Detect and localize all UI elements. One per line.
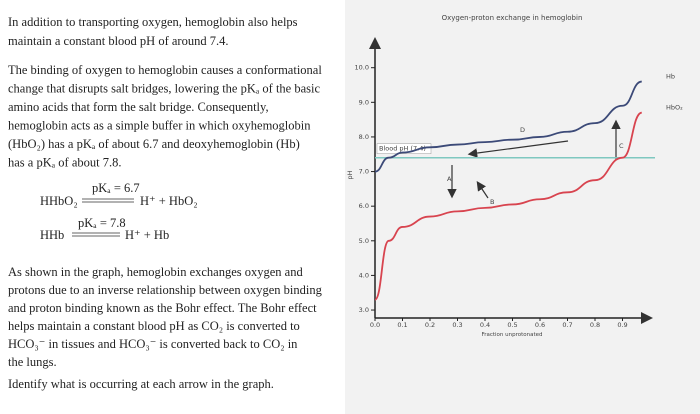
equation-condition: pKₐ = 6.7	[92, 181, 140, 195]
x-tick-label: 0.6	[535, 321, 545, 329]
intro-line: In addition to transporting oxygen, hemo…	[8, 15, 298, 29]
x-tick-label: 0.9	[617, 321, 627, 329]
curve	[374, 111, 643, 301]
arrow-label: B	[490, 198, 494, 206]
x-tick-label: 0.4	[480, 321, 490, 329]
paragraph-line: protons due to an inverse relationship b…	[8, 283, 323, 297]
figure-background	[345, 0, 700, 414]
paragraph-line: HCO₃⁻ in tissues and HCO₃⁻ is converted …	[8, 337, 298, 351]
reference-label: Blood pH (7.4)	[379, 145, 426, 153]
equation-right: H⁺ + HbO₂	[140, 194, 198, 208]
y-tick-label: 8.0	[359, 133, 369, 141]
paragraph-line: and proton binding known as the Bohr eff…	[8, 301, 317, 315]
y-axis-label: pH	[346, 170, 354, 179]
x-tick-label: 0.8	[590, 321, 600, 329]
paragraph-line: As shown in the graph, hemoglobin exchan…	[8, 265, 303, 279]
y-tick-label: 5.0	[359, 237, 369, 245]
y-tick-label: 6.0	[359, 202, 369, 210]
y-tick-label: 9.0	[359, 98, 369, 106]
x-axis-label: Fraction unprotonated	[481, 332, 542, 338]
y-tick-label: 10.0	[355, 64, 369, 72]
x-tick-label: 0.3	[452, 321, 462, 329]
paragraph-line: (HbO₂) has a pKₐ of about 6.7 and deoxyh…	[8, 137, 300, 151]
equation-left: HHbO₂	[40, 194, 78, 208]
paragraph-line: hemoglobin acts as a simple buffer in wh…	[8, 119, 311, 133]
paragraph-line: the lungs.	[8, 355, 57, 369]
legend-label: HbO₂	[666, 104, 683, 112]
paragraph-line: amino acids that form the salt bridge. C…	[8, 100, 269, 114]
x-tick-label: 0.5	[507, 321, 517, 329]
intro-line: maintain a constant blood pH of around 7…	[8, 34, 228, 48]
paragraph-line: has a pKₐ of about 7.8.	[8, 156, 121, 170]
paragraph-line: The binding of oxygen to hemoglobin caus…	[8, 63, 322, 77]
paragraph-line: change that disrupts salt bridges, lower…	[8, 82, 320, 96]
paragraph-line: helps maintain a constant blood pH as CO…	[8, 319, 300, 333]
chart-title: Oxygen-proton exchange in hemoglobin	[442, 14, 583, 22]
y-tick-label: 3.0	[359, 306, 369, 314]
legend-label: Hb	[666, 73, 675, 81]
curve	[374, 80, 643, 173]
graph-arrows	[447, 119, 621, 199]
y-tick-label: 4.0	[359, 271, 369, 279]
equilibrium-arrows	[72, 198, 134, 237]
question: Identify what is occurring at each arrow…	[8, 377, 274, 391]
reference-label-box	[376, 143, 432, 154]
arrow-label: D	[520, 126, 525, 134]
y-tick-label: 7.0	[359, 168, 369, 176]
x-tick-label: 0.2	[425, 321, 435, 329]
x-tick-label: 0.7	[562, 321, 572, 329]
chart: Oxygen-proton exchange in hemoglobin 3.0 4…	[346, 14, 683, 338]
x-tick-label: 0.1	[397, 321, 407, 329]
x-tick-label: 0.0	[370, 321, 380, 329]
equation-right: H⁺ + Hb	[125, 228, 169, 242]
equation-condition: pKₐ = 7.8	[78, 216, 126, 230]
equation-left: HHb	[40, 228, 64, 242]
arrow-label: A	[447, 175, 452, 183]
arrow-label: C	[619, 142, 624, 150]
